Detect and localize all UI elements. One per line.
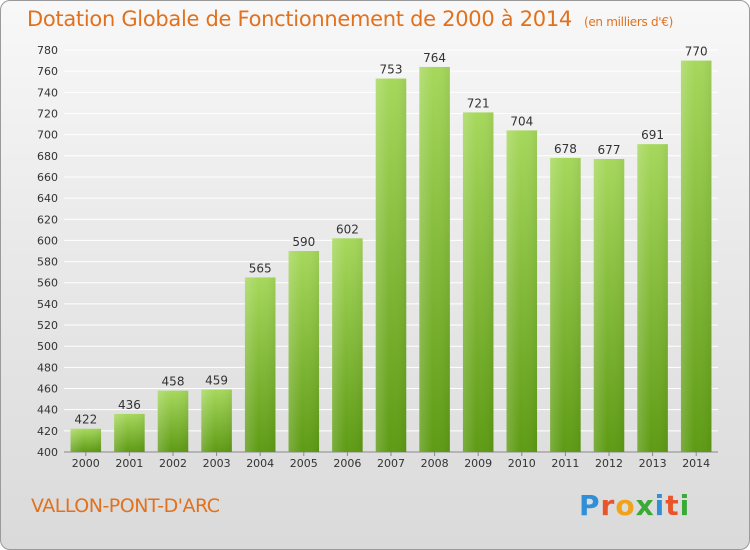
y-tick-label: 700 [37,129,58,142]
data-label-2007: 753 [380,63,403,77]
x-tick-label-2005: 2005 [290,457,318,470]
y-tick-label: 500 [37,340,58,353]
data-label-2004: 565 [249,261,272,275]
data-label-2002: 458 [162,375,185,389]
bar-shine-2002 [157,390,189,452]
y-tick-labels: 400 420 440 460 480 500 520 540 560 580 600 620 640 6… [37,44,58,459]
bar-shine-2014 [680,60,712,452]
bar-shine-2006 [332,238,363,452]
y-tick-label: 640 [37,192,58,205]
x-tick-label-2007: 2007 [377,457,405,470]
x-tick-label-2002: 2002 [159,457,187,470]
bar-shine-2000 [70,428,102,452]
x-tick-label-2013: 2013 [639,457,667,470]
y-tick-label: 600 [37,234,58,247]
bar-shine-2005 [288,251,320,452]
y-tick-label: 520 [37,319,58,332]
bar-shine-2013 [637,144,668,452]
data-label-2001: 436 [118,398,141,412]
x-tick-label-2010: 2010 [508,457,536,470]
y-tick-label: 780 [37,44,58,57]
x-tick-label-2001: 2001 [115,457,143,470]
y-tick-label: 740 [37,86,58,99]
data-label-2014: 770 [685,45,708,59]
bar-shine-2004 [244,277,276,452]
proxiti-logo: Proxiti [579,489,691,522]
data-labels: 422 436 458 459 565 590 602 753 764 721 704 678 677 6… [74,45,707,427]
bar-shine-2001 [114,413,145,452]
x-tick-label-2014: 2014 [682,457,710,470]
y-tick-label: 540 [37,298,58,311]
y-tick-label: 620 [37,213,58,226]
commune-name: VALLON-PONT-D'ARC [31,495,220,517]
x-tick-label-2009: 2009 [464,457,492,470]
data-label-2011: 678 [554,142,577,156]
y-tick-label: 760 [37,65,58,78]
x-tick-label-2004: 2004 [246,457,274,470]
x-tick-label-2008: 2008 [421,457,449,470]
chart-title-text: Dotation Globale de Fonctionnement de 20… [27,7,572,31]
bars [70,60,712,453]
x-tick-label-2000: 2000 [72,457,100,470]
data-label-2006: 602 [336,222,359,236]
y-tick-label: 420 [37,425,58,438]
bar-shine-2008 [419,66,450,452]
data-label-2013: 691 [641,128,664,142]
x-tick-label-2011: 2011 [551,457,579,470]
data-label-2005: 590 [292,235,315,249]
data-label-2000: 422 [74,413,97,427]
bar-shine-2010 [506,130,538,452]
data-label-2009: 721 [467,96,490,110]
x-tick-label-2006: 2006 [333,457,361,470]
data-label-2008: 764 [423,51,446,65]
y-tick-label: 460 [37,383,58,396]
bar-shine-2007 [375,78,407,452]
x-tick-labels: 2000 2001 2002 2003 2004 2005 2006 2007 2008 2009… [72,452,710,470]
x-tick-label-2003: 2003 [203,457,231,470]
chart-title: Dotation Globale de Fonctionnement de 20… [27,7,673,31]
y-tick-label: 660 [37,171,58,184]
bar-shine-2012 [593,158,625,452]
y-tick-label: 440 [37,404,58,417]
y-tick-label: 560 [37,277,58,290]
bar-shine-2003 [201,389,232,452]
data-label-2003: 459 [205,374,228,388]
data-label-2010: 704 [510,114,533,128]
y-tick-label: 720 [37,107,58,120]
bar-shine-2009 [462,112,494,453]
y-tick-label: 680 [37,150,58,163]
bar-shine-2011 [550,157,581,452]
y-tick-label: 480 [37,361,58,374]
x-tick-label-2012: 2012 [595,457,623,470]
chart-unit: (en milliers d'€) [583,15,673,29]
y-tick-label: 400 [37,446,58,459]
data-label-2012: 677 [598,143,621,157]
y-tick-label: 580 [37,256,58,269]
